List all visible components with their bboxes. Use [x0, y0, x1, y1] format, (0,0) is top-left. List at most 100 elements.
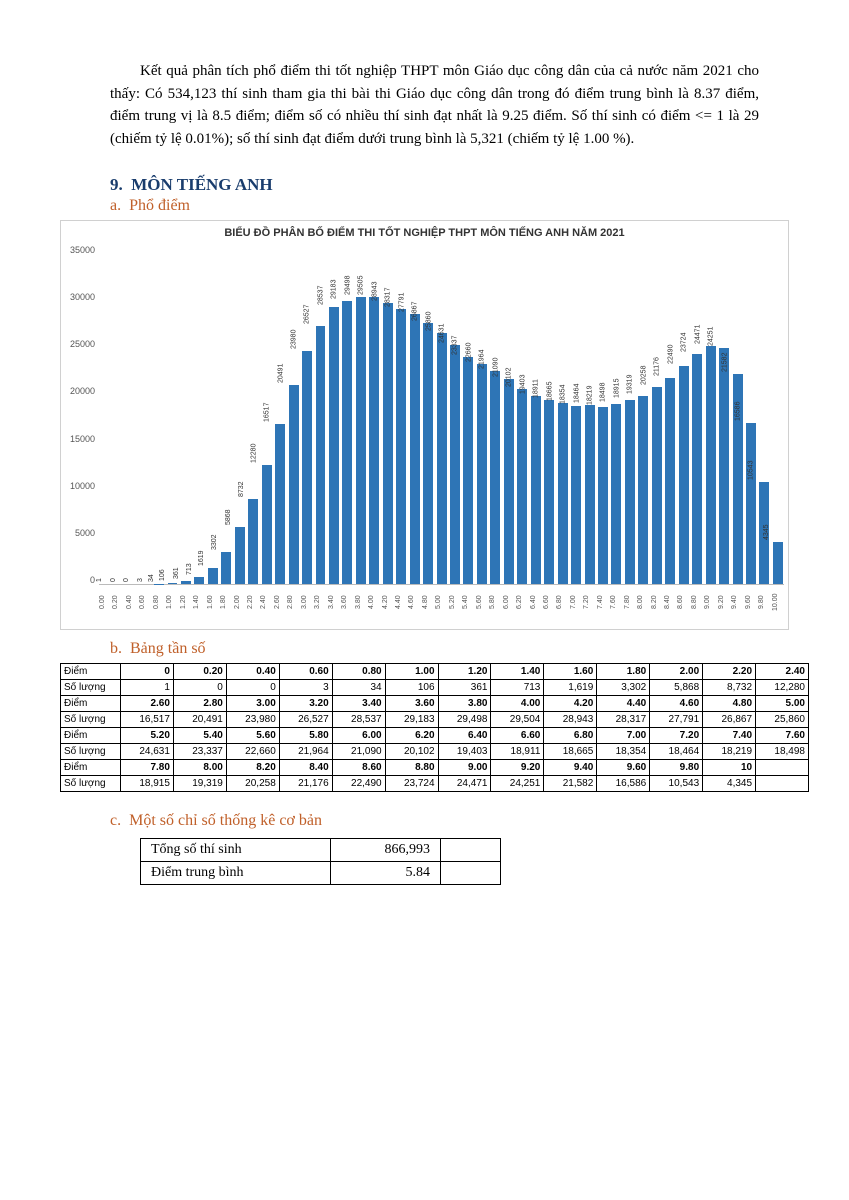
count-cell: 5,868: [650, 680, 703, 696]
score-cell: 0.20: [173, 664, 226, 680]
score-cell: 6.00: [332, 728, 385, 744]
chart-bar: 23980: [302, 351, 312, 584]
count-cell: 18,665: [544, 744, 597, 760]
chart-bar: 21964: [490, 371, 500, 584]
chart-bar-label: 12280: [250, 443, 257, 462]
chart-xtick: 7.60: [610, 585, 622, 621]
chart-bar: 361: [181, 581, 191, 585]
chart-xtick: 2.20: [247, 585, 259, 621]
count-cell: 29,498: [438, 712, 491, 728]
chart-bar-column: 5868: [234, 527, 246, 584]
count-cell: 23,724: [385, 776, 438, 792]
chart-bar-column: 18915: [624, 400, 636, 584]
row-label-cell: Điểm: [61, 760, 121, 776]
chart-bar-column: 21964: [489, 371, 501, 584]
chart-bar-column: 24251: [718, 348, 730, 584]
chart-bar-label: 18219: [586, 386, 593, 405]
chart-bar-column: 16517: [274, 424, 286, 584]
chart-bar-column: 22490: [677, 366, 689, 584]
count-cell: 29,183: [385, 712, 438, 728]
score-cell: 9.00: [438, 760, 491, 776]
chart-xtick: 3.20: [314, 585, 326, 621]
chart-bar-label: 361: [173, 567, 180, 579]
score-cell: 3.00: [226, 696, 279, 712]
chart-bar-label: 34: [148, 574, 155, 582]
count-cell: 10,543: [650, 776, 703, 792]
chart-bar-label: 24251: [707, 327, 714, 346]
chart-bar-label: 26867: [411, 302, 418, 321]
count-cell: 0: [226, 680, 279, 696]
chart-xtick: 3.00: [301, 585, 313, 621]
chart-bar-label: 26527: [304, 305, 311, 324]
chart-bar-column: 21090: [503, 379, 515, 584]
table-row: Số lượng18,91519,31920,25821,17622,49023…: [61, 776, 809, 792]
chart-bar-label: 16517: [263, 402, 270, 421]
chart-xtick: 2.00: [234, 585, 246, 621]
chart-xtick: 9.00: [704, 585, 716, 621]
chart-bar-label: 106: [160, 569, 167, 581]
table-row: Điểm7.808.008.208.408.608.809.009.209.40…: [61, 760, 809, 776]
chart-bar: 24471: [706, 346, 716, 584]
score-cell: 6.80: [544, 728, 597, 744]
chart-bar: 18354: [571, 406, 581, 584]
chart-bar: 18665: [558, 403, 568, 584]
table-row: Số lượng16,51720,49123,98026,52728,53729…: [61, 712, 809, 728]
stats-table: Tổng số thí sinh866,993Điểm trung bình5.…: [140, 838, 501, 885]
chart-xtick: 6.20: [516, 585, 528, 621]
chart-bar-column: 20491: [287, 385, 299, 584]
score-cell: 5.80: [279, 728, 332, 744]
score-cell: 1.20: [438, 664, 491, 680]
count-cell: 21,176: [279, 776, 332, 792]
chart-bar-column: 18464: [583, 405, 595, 584]
chart-ytick: 35000: [65, 245, 95, 255]
chart-bar-label: 20491: [277, 363, 284, 382]
score-cell: 1.80: [597, 664, 650, 680]
count-cell: 22,490: [332, 776, 385, 792]
score-cell: 2.40: [756, 664, 809, 680]
count-cell: 29,504: [491, 712, 544, 728]
chart-bar: 18464: [585, 405, 595, 584]
count-cell: 19,403: [438, 744, 491, 760]
chart-bar-label: 16586: [734, 401, 741, 420]
chart-bar: 18915: [625, 400, 635, 584]
count-cell: 21,964: [279, 744, 332, 760]
chart-bar-label: 21176: [654, 357, 661, 376]
count-cell: 20,102: [385, 744, 438, 760]
chart-bar: 1619: [208, 568, 218, 584]
score-cell: 7.80: [121, 760, 174, 776]
count-cell: 28,943: [544, 712, 597, 728]
score-cell: 6.60: [491, 728, 544, 744]
count-cell: 18,464: [650, 744, 703, 760]
score-cell: 3.20: [279, 696, 332, 712]
score-cell: 2.60: [121, 696, 174, 712]
section-title: MÔN TIẾNG ANH: [131, 175, 272, 194]
count-cell: 713: [491, 680, 544, 696]
chart-bar-column: 29505: [368, 297, 380, 584]
stat-label-cell: Điểm trung bình: [141, 862, 331, 885]
chart-bar-column: 23980: [301, 351, 313, 584]
empty-cell: [441, 862, 501, 885]
chart-bar: 27791: [410, 314, 420, 584]
chart-bar-label: 18464: [573, 383, 580, 402]
subsection-c: c. Một số chỉ số thống kê cơ bản: [50, 812, 799, 830]
chart-bars: 1003341063617131619330258688732122801651…: [99, 245, 784, 585]
chart-bar-column: 12280: [260, 465, 272, 584]
chart-bar-column: 25860: [435, 333, 447, 584]
chart-bar: 24251: [719, 348, 729, 584]
chart-bar: 26527: [316, 326, 326, 584]
count-cell: 3,302: [597, 680, 650, 696]
count-cell: 21,090: [332, 744, 385, 760]
chart-xtick: 4.80: [422, 585, 434, 621]
chart-ytick: 5000: [65, 528, 95, 538]
score-cell: 4.60: [650, 696, 703, 712]
chart-bar-label: 29183: [331, 279, 338, 298]
chart-bar: 22660: [477, 364, 487, 584]
chart-xtick: 0.60: [139, 585, 151, 621]
chart-bar: 20491: [289, 385, 299, 584]
chart-bar-column: 20258: [651, 387, 663, 584]
chart-bar: 19403: [531, 396, 541, 584]
count-cell: 8,732: [703, 680, 756, 696]
count-cell: 22,660: [226, 744, 279, 760]
count-cell: 28,537: [332, 712, 385, 728]
chart-xtick: 1.40: [193, 585, 205, 621]
